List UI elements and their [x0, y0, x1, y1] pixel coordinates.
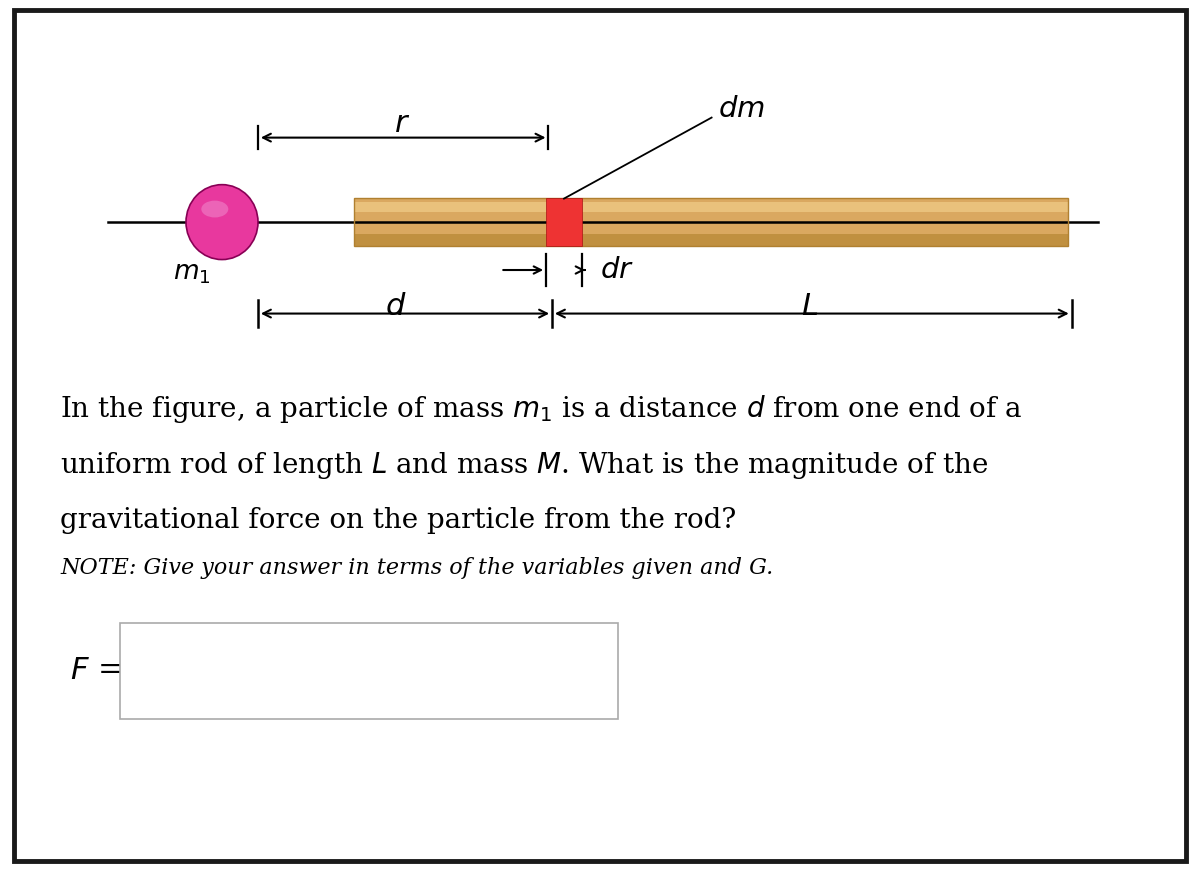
Ellipse shape: [186, 185, 258, 260]
Text: uniform rod of length $L$ and mass $M$. What is the magnitude of the: uniform rod of length $L$ and mass $M$. …: [60, 450, 989, 482]
Text: $L$: $L$: [802, 291, 818, 322]
Text: $dr$: $dr$: [600, 256, 634, 284]
Bar: [354, 202, 1068, 212]
Text: NOTE: Give your answer in terms of the variables given and G.: NOTE: Give your answer in terms of the v…: [60, 557, 773, 579]
Bar: [354, 234, 1068, 246]
Text: $d$: $d$: [385, 291, 407, 322]
Ellipse shape: [202, 200, 228, 218]
Text: gravitational force on the particle from the rod?: gravitational force on the particle from…: [60, 508, 737, 534]
Bar: [354, 198, 1068, 246]
Bar: [354, 198, 1068, 234]
Text: $F$ =: $F$ =: [70, 655, 121, 686]
Text: In the figure, a particle of mass $m_1$ is a distance $d$ from one end of a: In the figure, a particle of mass $m_1$ …: [60, 394, 1022, 425]
Bar: [546, 198, 582, 246]
Text: $dm$: $dm$: [718, 95, 764, 123]
Bar: [120, 623, 618, 719]
Text: $m_1$: $m_1$: [173, 261, 211, 287]
Text: $r$: $r$: [394, 108, 410, 139]
